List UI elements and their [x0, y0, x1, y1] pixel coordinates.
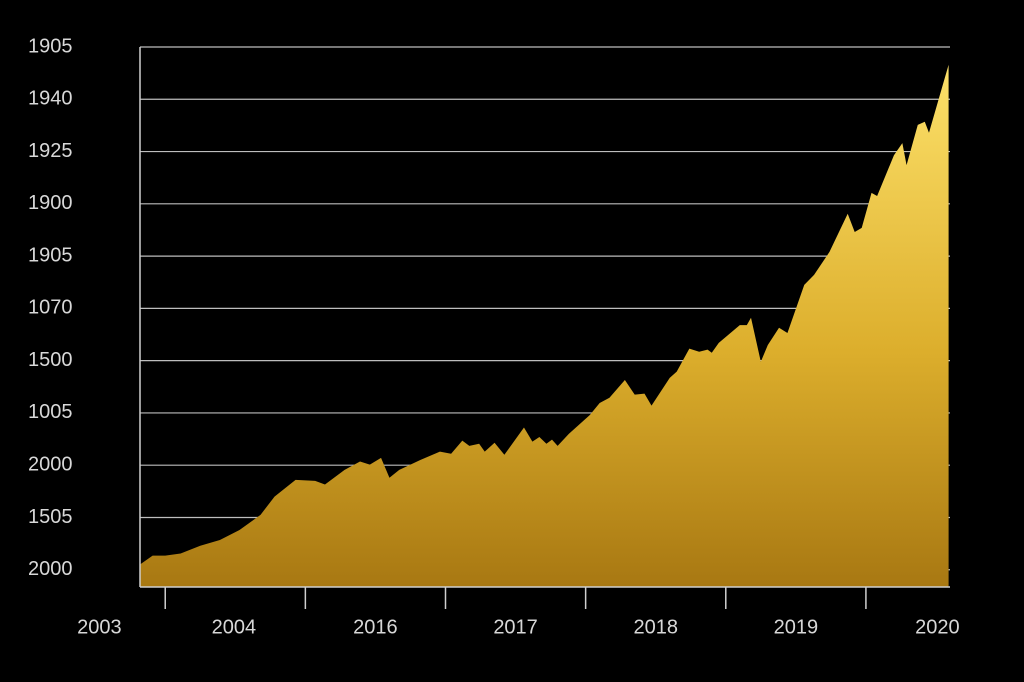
area [140, 64, 949, 587]
y-tick-label: 2000 [28, 558, 73, 580]
y-tick-label: 1925 [28, 140, 73, 162]
x-tick-label: 2016 [353, 616, 398, 638]
y-tick-label: 1940 [28, 88, 73, 110]
y-tick-label: 1905 [28, 35, 73, 57]
y-tick-label: 1900 [28, 192, 73, 214]
x-tick-label: 2018 [633, 616, 678, 638]
x-tick-label: 2019 [774, 616, 819, 638]
x-tick-label: 2017 [493, 616, 538, 638]
x-tick-label: 2004 [212, 616, 257, 638]
y-tick-label: 1005 [28, 401, 73, 423]
y-tick-label: 1500 [28, 349, 73, 371]
y-tick-label: 1070 [28, 297, 73, 319]
y-tick-label: 1505 [28, 506, 73, 528]
x-tick-label: 2003 [77, 616, 122, 638]
x-tick-label: 2020 [915, 616, 960, 638]
y-tick-label: 2000 [28, 453, 73, 475]
y-tick-label: 1905 [28, 244, 73, 266]
